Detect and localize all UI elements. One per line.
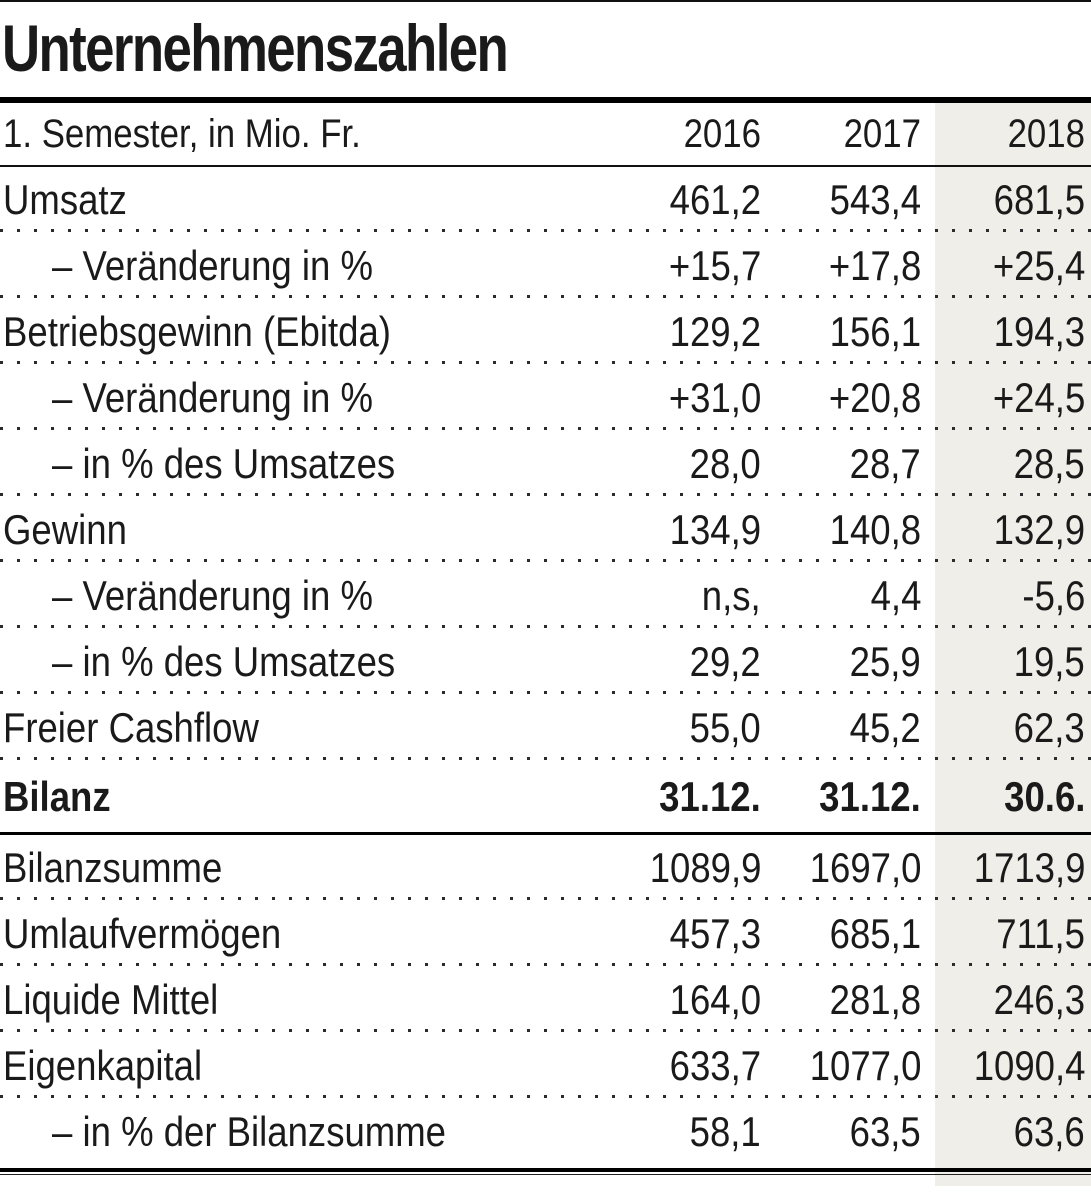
value-2016: 29,2 bbox=[689, 638, 761, 685]
value-2017: 156,1 bbox=[829, 308, 921, 355]
value-2016: 1089,9 bbox=[649, 844, 761, 891]
table-row: Umlaufvermögen 457,3 685,1 711,5 bbox=[0, 901, 1091, 967]
table-row: Eigenkapital 633,7 1077,0 1090,4 bbox=[0, 1033, 1091, 1099]
value-2018: +24,5 bbox=[992, 374, 1085, 421]
value-2016: 461,2 bbox=[669, 176, 761, 223]
value-2016: n,s, bbox=[702, 572, 761, 619]
row-label: – in % der Bilanzsumme bbox=[52, 1108, 446, 1155]
value-2018: 63,6 bbox=[1013, 1108, 1085, 1155]
unit-label: 1. Semester, in Mio. Fr. bbox=[3, 111, 361, 156]
value-2018: +25,4 bbox=[992, 242, 1085, 289]
table-row: – Veränderung in % n,s, 4,4 -5,6 bbox=[0, 563, 1091, 629]
value-2018: 28,5 bbox=[1013, 440, 1085, 487]
table-row: – in % des Umsatzes 28,0 28,7 28,5 bbox=[0, 431, 1091, 497]
row-label: – Veränderung in % bbox=[52, 572, 373, 619]
value-2017: 543,4 bbox=[829, 176, 921, 223]
row-label: – in % des Umsatzes bbox=[52, 440, 396, 487]
value-2016: 457,3 bbox=[669, 910, 761, 957]
value-2016: +31,0 bbox=[668, 374, 761, 421]
year-header-2016: 2016 bbox=[683, 111, 761, 156]
table-header-row: 1. Semester, in Mio. Fr. 2016 2017 2018 bbox=[0, 103, 1091, 167]
table-row: – Veränderung in % +31,0 +20,8 +24,5 bbox=[0, 365, 1091, 431]
value-2018: 62,3 bbox=[1013, 704, 1085, 751]
value-2017: 281,8 bbox=[829, 976, 921, 1023]
value-2018: 681,5 bbox=[993, 176, 1085, 223]
table-row: Betriebsgewinn (Ebitda) 129,2 156,1 194,3 bbox=[0, 299, 1091, 365]
row-label: Umlaufvermögen bbox=[3, 910, 282, 957]
page-title: Unternehmenszahlen bbox=[2, 11, 509, 85]
table-row: – in % des Umsatzes 29,2 25,9 19,5 bbox=[0, 629, 1091, 695]
value-2017: 28,7 bbox=[849, 440, 921, 487]
row-label: Betriebsgewinn (Ebitda) bbox=[3, 308, 391, 355]
table-row: Gewinn 134,9 140,8 132,9 bbox=[0, 497, 1091, 563]
table-row: – Veränderung in % +15,7 +17,8 +25,4 bbox=[0, 233, 1091, 299]
value-2018: 711,5 bbox=[996, 910, 1085, 957]
value-2016: 164,0 bbox=[669, 976, 761, 1023]
section-header-value: 30.6. bbox=[1003, 772, 1085, 820]
table-row: Liquide Mittel 164,0 281,8 246,3 bbox=[0, 967, 1091, 1033]
year-header-2018: 2018 bbox=[1007, 111, 1085, 156]
value-2018: 246,3 bbox=[993, 976, 1085, 1023]
row-label: Liquide Mittel bbox=[3, 976, 219, 1023]
value-2016: 55,0 bbox=[689, 704, 761, 751]
value-2016: 633,7 bbox=[669, 1042, 761, 1089]
row-label: Bilanzsumme bbox=[3, 844, 223, 891]
value-2016: 58,1 bbox=[689, 1108, 761, 1155]
value-2017: 4,4 bbox=[870, 572, 921, 619]
top-rule bbox=[0, 0, 1091, 2]
value-2017: 63,5 bbox=[849, 1108, 921, 1155]
value-2017: 140,8 bbox=[829, 506, 921, 553]
value-2018: 19,5 bbox=[1013, 638, 1085, 685]
figures-table: 1. Semester, in Mio. Fr. 2016 2017 2018 … bbox=[0, 103, 1091, 1165]
table-row: – in % der Bilanzsumme 58,1 63,5 63,6 bbox=[0, 1099, 1091, 1165]
value-2016: 134,9 bbox=[669, 506, 761, 553]
value-2016: +15,7 bbox=[668, 242, 761, 289]
row-label: – Veränderung in % bbox=[52, 374, 373, 421]
row-label: Eigenkapital bbox=[3, 1042, 203, 1089]
row-label: – Veränderung in % bbox=[52, 242, 373, 289]
value-2017: 1697,0 bbox=[809, 844, 921, 891]
title-rule bbox=[0, 97, 1091, 103]
value-2018: -5,6 bbox=[1022, 572, 1085, 619]
table-row: Bilanzsumme 1089,9 1697,0 1713,9 bbox=[0, 835, 1091, 901]
table-row: Umsatz 461,2 543,4 681,5 bbox=[0, 167, 1091, 233]
year-header-2017: 2017 bbox=[843, 111, 921, 156]
value-2017: +20,8 bbox=[828, 374, 921, 421]
value-2016: 28,0 bbox=[689, 440, 761, 487]
value-2016: 129,2 bbox=[669, 308, 761, 355]
table-body: Umsatz 461,2 543,4 681,5 – Veränderung in % +… bbox=[0, 167, 1091, 1165]
value-2017: 45,2 bbox=[849, 704, 921, 751]
value-2018: 1090,4 bbox=[973, 1042, 1085, 1089]
section-header-value: 31.12. bbox=[819, 772, 921, 820]
section-header-label: Bilanz bbox=[3, 772, 111, 820]
section-header-value: 31.12. bbox=[659, 772, 761, 820]
value-2017: +17,8 bbox=[828, 242, 921, 289]
table-row: Freier Cashflow 55,0 45,2 62,3 bbox=[0, 695, 1091, 761]
value-2017: 685,1 bbox=[829, 910, 921, 957]
value-2018: 194,3 bbox=[993, 308, 1085, 355]
value-2017: 1077,0 bbox=[809, 1042, 921, 1089]
row-label: – in % des Umsatzes bbox=[52, 638, 396, 685]
bottom-rule bbox=[0, 1168, 1091, 1175]
value-2017: 25,9 bbox=[849, 638, 921, 685]
row-label: Gewinn bbox=[3, 506, 127, 553]
section-header-row: Bilanz 31.12. 31.12. 30.6. bbox=[0, 761, 1091, 835]
highlight-column-2018 bbox=[935, 103, 1091, 1186]
row-label: Umsatz bbox=[3, 176, 127, 223]
row-label: Freier Cashflow bbox=[3, 704, 259, 751]
value-2018: 1713,9 bbox=[973, 844, 1085, 891]
value-2018: 132,9 bbox=[993, 506, 1085, 553]
